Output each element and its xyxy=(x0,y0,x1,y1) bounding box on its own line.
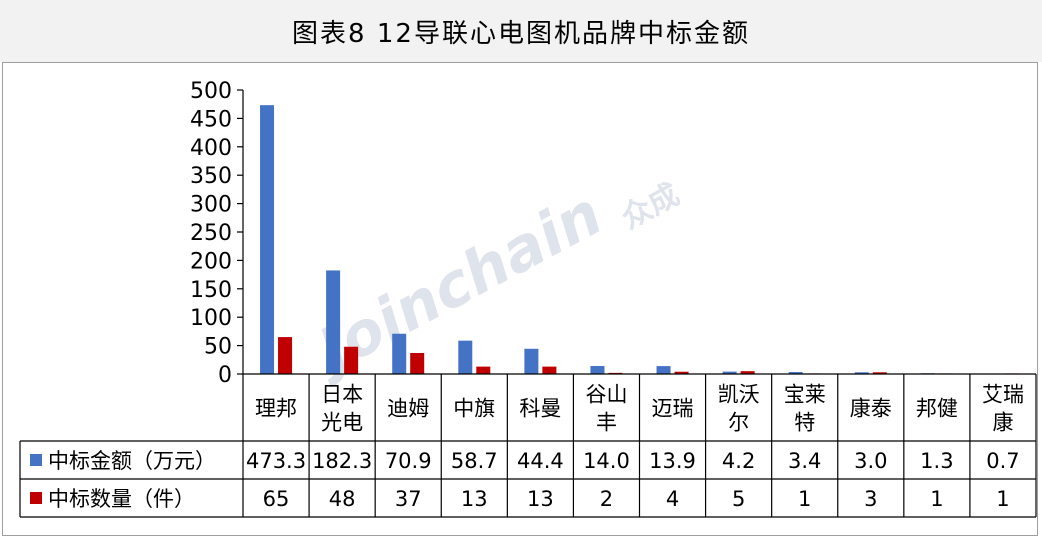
table-cell-count: 1 xyxy=(798,487,811,511)
y-tick-label: 450 xyxy=(190,107,232,132)
category-label: 凯沃 xyxy=(718,383,760,407)
category-label: 宝莱 xyxy=(784,383,826,407)
category-label: 谷山 xyxy=(585,383,627,407)
table-cell-count: 1 xyxy=(930,487,943,511)
table-cell-count: 13 xyxy=(461,487,488,511)
category-label: 科曼 xyxy=(519,397,561,421)
table-cell-count: 5 xyxy=(732,487,745,511)
bar-count xyxy=(476,366,491,374)
table-cell-count: 3 xyxy=(864,487,877,511)
category-label: 尔 xyxy=(728,411,749,435)
y-tick-label: 0 xyxy=(218,363,232,388)
category-label: 光电 xyxy=(321,411,363,435)
category-label: 康 xyxy=(992,411,1013,435)
bar-amount xyxy=(722,371,737,374)
bar-amount xyxy=(392,333,407,374)
watermark-cn-text: 众成 xyxy=(616,177,685,236)
legend-key-amount xyxy=(30,454,42,466)
bar-amount xyxy=(656,366,671,374)
bar-count xyxy=(278,337,293,374)
bar-count xyxy=(674,371,689,374)
y-tick-label: 400 xyxy=(190,136,232,161)
category-label: 迈瑞 xyxy=(652,397,694,421)
category-label: 特 xyxy=(794,411,815,435)
chart-title: 图表8 12导联心电图机品牌中标金额 xyxy=(292,18,750,49)
bar-amount xyxy=(788,372,803,374)
bar-amount xyxy=(326,270,341,374)
table-cell-count: 13 xyxy=(527,487,554,511)
table-cell-count: 4 xyxy=(666,487,679,511)
category-label: 康泰 xyxy=(850,397,892,421)
table-cell-amount: 0.7 xyxy=(986,449,1019,473)
table-cell-count: 48 xyxy=(329,487,356,511)
y-tick-label: 50 xyxy=(204,335,232,360)
table-cell-amount: 3.0 xyxy=(854,449,887,473)
table-cell-amount: 1.3 xyxy=(920,449,953,473)
chart-title-bar: 图表8 12导联心电图机品牌中标金额 xyxy=(0,0,1042,62)
category-label: 丰 xyxy=(596,411,617,435)
table-cell-amount: 58.7 xyxy=(451,449,498,473)
chart-frame xyxy=(2,62,1038,536)
table-cell-count: 37 xyxy=(395,487,422,511)
y-tick-label: 250 xyxy=(190,221,232,246)
table-cell-amount: 3.4 xyxy=(788,449,821,473)
category-label: 理邦 xyxy=(255,397,297,421)
bar-count xyxy=(542,366,557,374)
table-cell-amount: 473.3 xyxy=(246,449,306,473)
category-label: 日本 xyxy=(321,383,363,407)
y-tick-label: 200 xyxy=(190,249,232,274)
bar-count xyxy=(410,352,425,374)
category-label: 迪姆 xyxy=(387,397,429,421)
legend-label-count: 中标数量（件） xyxy=(48,487,195,511)
bar-amount xyxy=(524,348,539,374)
table-cell-count: 1 xyxy=(996,487,1009,511)
y-tick-label: 300 xyxy=(190,193,232,218)
bar-count xyxy=(344,346,359,374)
legend-label-amount: 中标金额（万元） xyxy=(48,449,216,473)
table-cell-amount: 13.9 xyxy=(649,449,696,473)
y-tick-label: 150 xyxy=(190,278,232,303)
table-cell-amount: 14.0 xyxy=(583,449,630,473)
category-label: 中旗 xyxy=(453,397,495,421)
bar-count xyxy=(740,371,755,374)
bar-amount xyxy=(260,105,275,375)
table-cell-amount: 4.2 xyxy=(722,449,755,473)
bar-amount xyxy=(854,372,869,374)
table-cell-count: 65 xyxy=(263,487,290,511)
y-tick-label: 100 xyxy=(190,306,232,331)
table-cell-amount: 44.4 xyxy=(517,449,564,473)
legend-key-count xyxy=(30,492,42,504)
table-cell-amount: 70.9 xyxy=(385,449,432,473)
bar-count xyxy=(872,372,887,374)
y-tick-label: 500 xyxy=(190,79,232,104)
bar-amount xyxy=(590,366,605,374)
table-cell-amount: 182.3 xyxy=(312,449,372,473)
category-label: 艾瑞 xyxy=(982,383,1024,407)
table-cell-count: 2 xyxy=(600,487,613,511)
bar-amount xyxy=(458,340,473,374)
category-label: 邦健 xyxy=(916,397,958,421)
y-tick-label: 350 xyxy=(190,164,232,189)
